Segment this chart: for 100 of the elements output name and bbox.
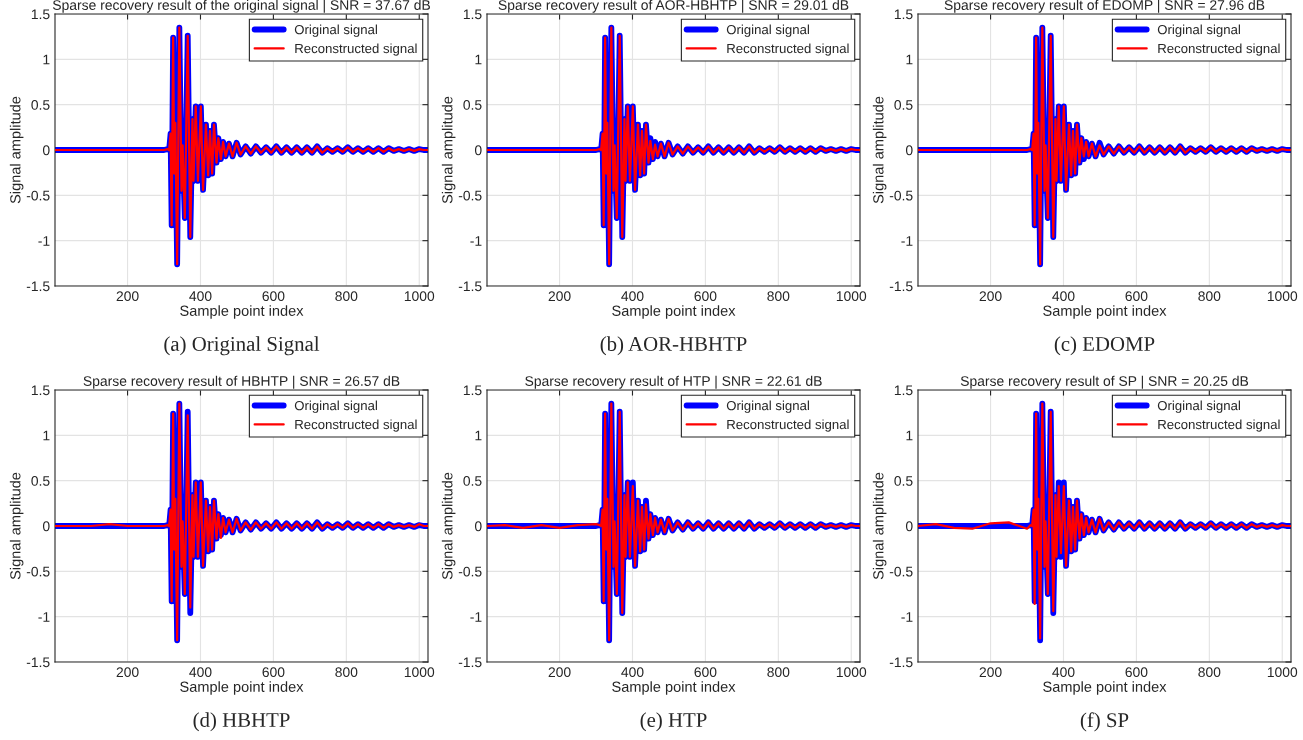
y-axis-title: Signal amplitude (9, 472, 24, 580)
x-tick-label: 400 (1052, 291, 1075, 302)
x-tick-label: 1000 (1267, 291, 1298, 302)
y-tick-label: 0 (474, 145, 482, 156)
legend-label: Reconstructed signal (727, 419, 849, 432)
chart-title: Sparse recovery result of HTP | SNR = 22.61 dB (525, 375, 822, 389)
text: (f) SP (1080, 712, 1129, 732)
x-tick-label: 1000 (404, 291, 435, 302)
y-tick-label: -1.5 (26, 657, 50, 668)
x-tick-label: 1000 (404, 667, 435, 678)
x-tick-label: 400 (189, 667, 212, 678)
y-tick-label: -1 (470, 612, 482, 622)
y-tick-label: 1.5 (894, 385, 913, 396)
legend-label: Reconstructed signal (1158, 419, 1280, 432)
y-tick-label: 1.5 (463, 9, 482, 20)
chart-title: Sparse recovery result of HBHTP | SNR = 26.57 dB (83, 375, 400, 389)
y-tick-label: 1 (906, 54, 913, 65)
y-tick-label: 0 (905, 145, 913, 156)
legend-label: Original signal (294, 24, 377, 37)
y-tick-label: 0.5 (894, 100, 913, 110)
y-tick-label: -1.5 (458, 657, 482, 668)
y-tick-label: 1 (475, 54, 482, 65)
y-axis-title: Signal amplitude (441, 472, 456, 580)
y-tick-label: -1 (901, 236, 913, 246)
y-tick-label: -0.5 (889, 190, 913, 201)
x-axis-title: Sample point index (612, 681, 736, 695)
y-tick-label: -1 (38, 236, 50, 246)
y-tick-label: -1.5 (458, 281, 482, 292)
chart-title: Sparse recovery result of the original signal | SNR = 37.67 dB (52, 0, 430, 13)
x-tick-label: 400 (1052, 667, 1075, 678)
legend-label: Reconstructed signal (727, 43, 849, 56)
y-tick-label: -0.5 (26, 566, 50, 577)
y-axis-title: Signal amplitude (872, 472, 887, 580)
y-tick-label: 0 (42, 145, 50, 156)
x-axis-title: Sample point index (180, 305, 304, 319)
x-tick-label: 800 (335, 667, 358, 678)
y-tick-label: 1 (906, 430, 913, 441)
y-tick-label: -1 (38, 612, 50, 622)
y-tick-label: 0 (905, 521, 913, 532)
y-tick-label: 1.5 (894, 9, 913, 20)
x-tick-label: 200 (979, 667, 1002, 678)
y-tick-label: -0.5 (889, 566, 913, 577)
x-tick-label: 1000 (1267, 667, 1298, 678)
x-tick-label: 800 (767, 291, 790, 302)
x-tick-label: 1000 (836, 291, 867, 302)
y-tick-label: 0 (42, 521, 50, 532)
y-tick-label: 0.5 (463, 100, 482, 110)
x-tick-label: 400 (189, 291, 212, 302)
x-tick-label: 400 (621, 291, 644, 302)
legend-label: Original signal (1157, 24, 1240, 37)
x-tick-label: 600 (694, 291, 717, 302)
text: (b) AOR-HBHTP (600, 336, 747, 356)
legend-label: Original signal (726, 400, 809, 413)
y-tick-label: 1.5 (31, 385, 50, 396)
x-axis-title: Sample point index (1043, 305, 1167, 319)
y-tick-label: -1.5 (26, 281, 50, 292)
y-axis-title: Signal amplitude (872, 96, 887, 204)
y-tick-label: -1 (901, 612, 913, 622)
text: (d) HBHTP (193, 712, 290, 732)
x-tick-label: 800 (335, 291, 358, 302)
legend-label: Original signal (1157, 400, 1240, 413)
chart-title: Sparse recovery result of AOR-HBHTP | SNR = 29.01 dB (498, 0, 849, 13)
legend-label: Original signal (294, 400, 377, 413)
y-tick-label: -0.5 (458, 190, 482, 201)
x-axis-title: Sample point index (612, 305, 736, 319)
y-tick-label: 1 (43, 54, 50, 65)
y-tick-label: 0.5 (31, 100, 50, 110)
y-tick-label: 0.5 (31, 476, 50, 486)
y-axis-title: Signal amplitude (441, 96, 456, 204)
y-tick-label: 1.5 (463, 385, 482, 396)
x-tick-label: 200 (548, 291, 571, 302)
x-tick-label: 200 (979, 291, 1002, 302)
x-tick-label: 800 (1198, 291, 1221, 302)
x-tick-label: 600 (1125, 667, 1148, 678)
chart-title: Sparse recovery result of SP | SNR = 20.25 dB (960, 375, 1249, 389)
text: (a) Original Signal (164, 336, 320, 356)
x-tick-label: 600 (1125, 291, 1148, 302)
y-tick-label: 0 (474, 521, 482, 532)
legend-label: Reconstructed signal (295, 43, 417, 56)
x-tick-label: 400 (621, 667, 644, 678)
x-tick-label: 600 (694, 667, 717, 678)
text: (e) HTP (640, 712, 707, 732)
legend-label: Reconstructed signal (1158, 43, 1280, 56)
y-tick-label: -0.5 (26, 190, 50, 201)
x-tick-label: 600 (262, 667, 285, 678)
y-tick-label: -1 (470, 236, 482, 246)
x-tick-label: 800 (767, 667, 790, 678)
chart-title: Sparse recovery result of EDOMP | SNR = 27.96 dB (944, 0, 1265, 13)
y-axis-title: Signal amplitude (9, 96, 24, 204)
x-tick-label: 800 (1198, 667, 1221, 678)
x-tick-label: 200 (116, 667, 139, 678)
x-axis-title: Sample point index (180, 681, 304, 695)
legend-label: Reconstructed signal (295, 419, 417, 432)
y-tick-label: 0.5 (463, 476, 482, 486)
y-tick-label: -1.5 (889, 657, 913, 668)
x-tick-label: 600 (262, 291, 285, 302)
legend-label: Original signal (726, 24, 809, 37)
y-tick-label: 1.5 (31, 9, 50, 20)
x-tick-label: 200 (548, 667, 571, 678)
text: (c) EDOMP (1054, 336, 1155, 356)
